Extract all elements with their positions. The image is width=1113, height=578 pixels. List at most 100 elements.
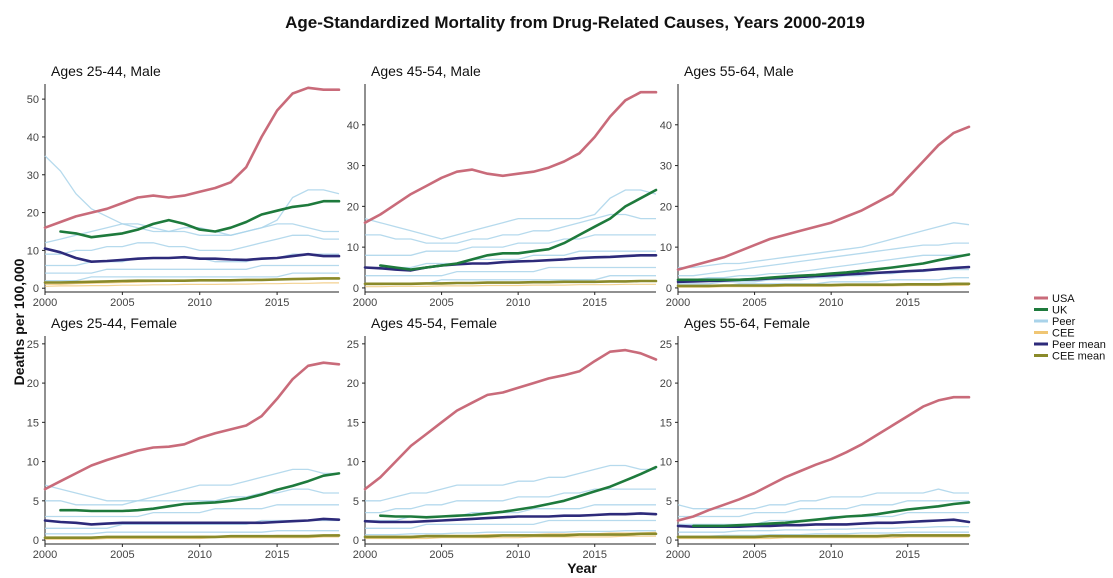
panel-0: Ages 25-44, Male 0 10 20 30 40 50 2000 2005 2010 2… <box>27 63 341 309</box>
y-tick-label: 40 <box>660 120 672 132</box>
legend-label: USA <box>1052 293 1075 305</box>
peer-country-line <box>678 526 969 533</box>
peer-country-line <box>44 223 339 244</box>
series-line-usa <box>363 348 658 491</box>
y-tick-label: 0 <box>33 283 39 295</box>
legend-label: CEE mean <box>1052 351 1105 363</box>
series-line-cee-mean <box>43 277 341 284</box>
panel-title: Ages 45-54, Male <box>371 63 481 79</box>
y-tick-label: 15 <box>660 417 672 429</box>
y-tick-label: 10 <box>347 242 359 254</box>
y-tick-label: 25 <box>660 339 672 351</box>
y-tick-label: 25 <box>27 339 39 351</box>
y-tick-label: 20 <box>660 201 672 213</box>
x-tick-label: 2015 <box>265 297 289 309</box>
peer-country-line <box>365 488 656 514</box>
panel-title: Ages 55-64, Male <box>684 63 794 79</box>
series-line-uk <box>379 188 658 271</box>
peer-country-line <box>678 242 969 277</box>
x-tick-label: 2000 <box>666 297 690 309</box>
x-tick-label: 2005 <box>429 549 453 561</box>
peer-country-line <box>45 272 339 282</box>
peer-country-line <box>45 530 339 535</box>
series-line-cee-mean <box>676 534 971 539</box>
peer-country-line <box>365 234 656 256</box>
panel-5: Ages 55-64, Female 0 5 10 15 20 25 2000 2005 2010… <box>660 315 971 561</box>
series-line-usa <box>676 125 971 271</box>
panel-title: Ages 25-44, Male <box>51 63 161 79</box>
x-tick-label: 2010 <box>819 297 843 309</box>
y-tick-label: 10 <box>660 457 672 469</box>
series-line-usa <box>43 361 341 491</box>
y-tick-label: 10 <box>660 242 672 254</box>
y-tick-label: 25 <box>347 339 359 351</box>
x-tick-label: 2010 <box>506 549 530 561</box>
panel-1: Ages 45-54, Male 0 10 20 30 40 2000 2005 2010 201… <box>347 63 658 309</box>
x-tick-label: 2010 <box>819 549 843 561</box>
y-tick-label: 0 <box>666 535 672 547</box>
x-axis-label: Year <box>567 560 597 576</box>
peer-country-line <box>365 266 656 277</box>
y-tick-label: 20 <box>347 378 359 390</box>
panel-3: Ages 25-44, Female 0 5 10 15 20 25 2000 2005 2010… <box>27 315 341 561</box>
y-tick-label: 20 <box>27 208 39 220</box>
x-tick-label: 2005 <box>742 549 766 561</box>
y-tick-label: 30 <box>347 161 359 173</box>
y-tick-label: 15 <box>347 417 359 429</box>
panel-title: Ages 25-44, Female <box>51 315 177 331</box>
series-line-usa <box>676 395 971 522</box>
panel-title: Ages 45-54, Female <box>371 315 497 331</box>
panel-2: Ages 55-64, Male 0 10 20 30 40 2000 2005 2010 201… <box>660 63 971 309</box>
peer-country-line <box>45 264 339 274</box>
x-tick-label: 2010 <box>187 549 211 561</box>
chart-title: Age-Standardized Mortality from Drug-Rel… <box>285 13 865 32</box>
peer-country-line <box>364 189 657 240</box>
peer-country-line <box>678 222 970 269</box>
series-line-cee-mean <box>43 534 341 539</box>
y-tick-label: 5 <box>33 496 39 508</box>
peer-country-line <box>45 234 339 255</box>
peer-country-line <box>678 254 969 281</box>
x-tick-label: 2015 <box>582 297 606 309</box>
x-tick-label: 2000 <box>353 297 377 309</box>
x-tick-label: 2015 <box>582 549 606 561</box>
peer-country-line <box>678 531 969 537</box>
x-tick-label: 2005 <box>110 297 134 309</box>
y-tick-label: 0 <box>666 283 672 295</box>
y-tick-label: 20 <box>660 378 672 390</box>
x-tick-label: 2005 <box>742 297 766 309</box>
series-line-cee-mean <box>363 532 658 539</box>
y-axis-label: Deaths per 100,000 <box>11 258 27 385</box>
series-line-usa <box>363 90 658 224</box>
y-tick-label: 20 <box>347 201 359 213</box>
y-tick-label: 5 <box>353 496 359 508</box>
legend-label: Peer mean <box>1052 339 1106 351</box>
x-tick-label: 2000 <box>33 549 57 561</box>
peer-country-line <box>365 519 656 529</box>
series-line-cee-mean <box>676 282 971 288</box>
cee-country-line <box>45 536 339 540</box>
cee-country-line <box>365 535 656 540</box>
peer-country-line <box>44 468 339 502</box>
y-tick-label: 10 <box>27 245 39 257</box>
y-tick-label: 40 <box>347 120 359 132</box>
x-tick-label: 2015 <box>265 549 289 561</box>
y-tick-label: 0 <box>353 283 359 295</box>
y-tick-label: 50 <box>27 94 39 106</box>
x-tick-label: 2000 <box>666 549 690 561</box>
peer-country-line <box>365 250 656 269</box>
x-tick-label: 2000 <box>33 297 57 309</box>
series-line-uk <box>676 253 971 282</box>
x-tick-label: 2000 <box>353 549 377 561</box>
y-tick-label: 15 <box>27 417 39 429</box>
series-line-usa <box>43 86 341 229</box>
x-tick-label: 2005 <box>429 297 453 309</box>
panel-title: Ages 55-64, Female <box>684 315 810 331</box>
series-line-uk <box>379 465 658 519</box>
x-tick-label: 2005 <box>110 549 134 561</box>
series-line-uk <box>59 199 341 239</box>
series-line-peer-mean <box>43 517 341 526</box>
peer-country-line <box>45 504 339 518</box>
